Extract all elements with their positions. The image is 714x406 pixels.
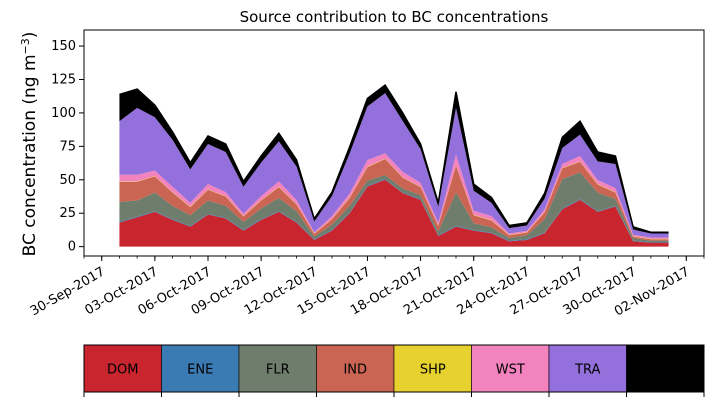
legend-frame (83, 344, 705, 393)
y-axis-label: BC concentration (ng m−3) (19, 32, 41, 257)
legend-label-ene: ENE (187, 363, 213, 378)
chart-title: Source contribution to BC concentrations (240, 8, 549, 26)
y-tick-label: 150 (51, 39, 76, 54)
legend-swatch-flr (238, 344, 317, 393)
total-line (119, 84, 669, 233)
y-tick-label: 100 (51, 106, 76, 121)
legend-bar: DOM ENE FLR IND SHP WST TRA BB (83, 344, 705, 397)
area-ind (119, 159, 669, 241)
legend-label-wst: WST (496, 363, 525, 378)
legend-label-bb: BB (656, 363, 674, 378)
y-axis-label-exponent: −3 (19, 38, 32, 54)
legend-swatch-ind (316, 344, 395, 393)
y-axis-label-close: ) (20, 32, 40, 39)
plot-area (119, 84, 669, 247)
y-tick-label: 50 (59, 173, 76, 188)
area-flr (119, 172, 669, 242)
y-tick-label: 25 (59, 206, 76, 221)
axes-frame (83, 29, 705, 257)
legend-label-shp: SHP (420, 363, 446, 378)
y-axis-label-main: BC concentration (ng m (20, 54, 40, 256)
y-tick-label: 0 (68, 240, 76, 255)
area-dom (119, 179, 669, 247)
legend-label-dom: DOM (107, 363, 138, 378)
legend-swatch-wst (471, 344, 550, 393)
legend-swatch-ene (161, 344, 240, 393)
legend-label-tra: TRA (574, 363, 600, 378)
legend-label-ind: IND (343, 363, 367, 378)
legend-label-flr: FLR (266, 363, 290, 378)
area-tra (119, 93, 669, 238)
y-tick-label: 75 (59, 139, 76, 154)
area-layers (119, 84, 669, 247)
y-tick-label: 125 (51, 72, 76, 87)
